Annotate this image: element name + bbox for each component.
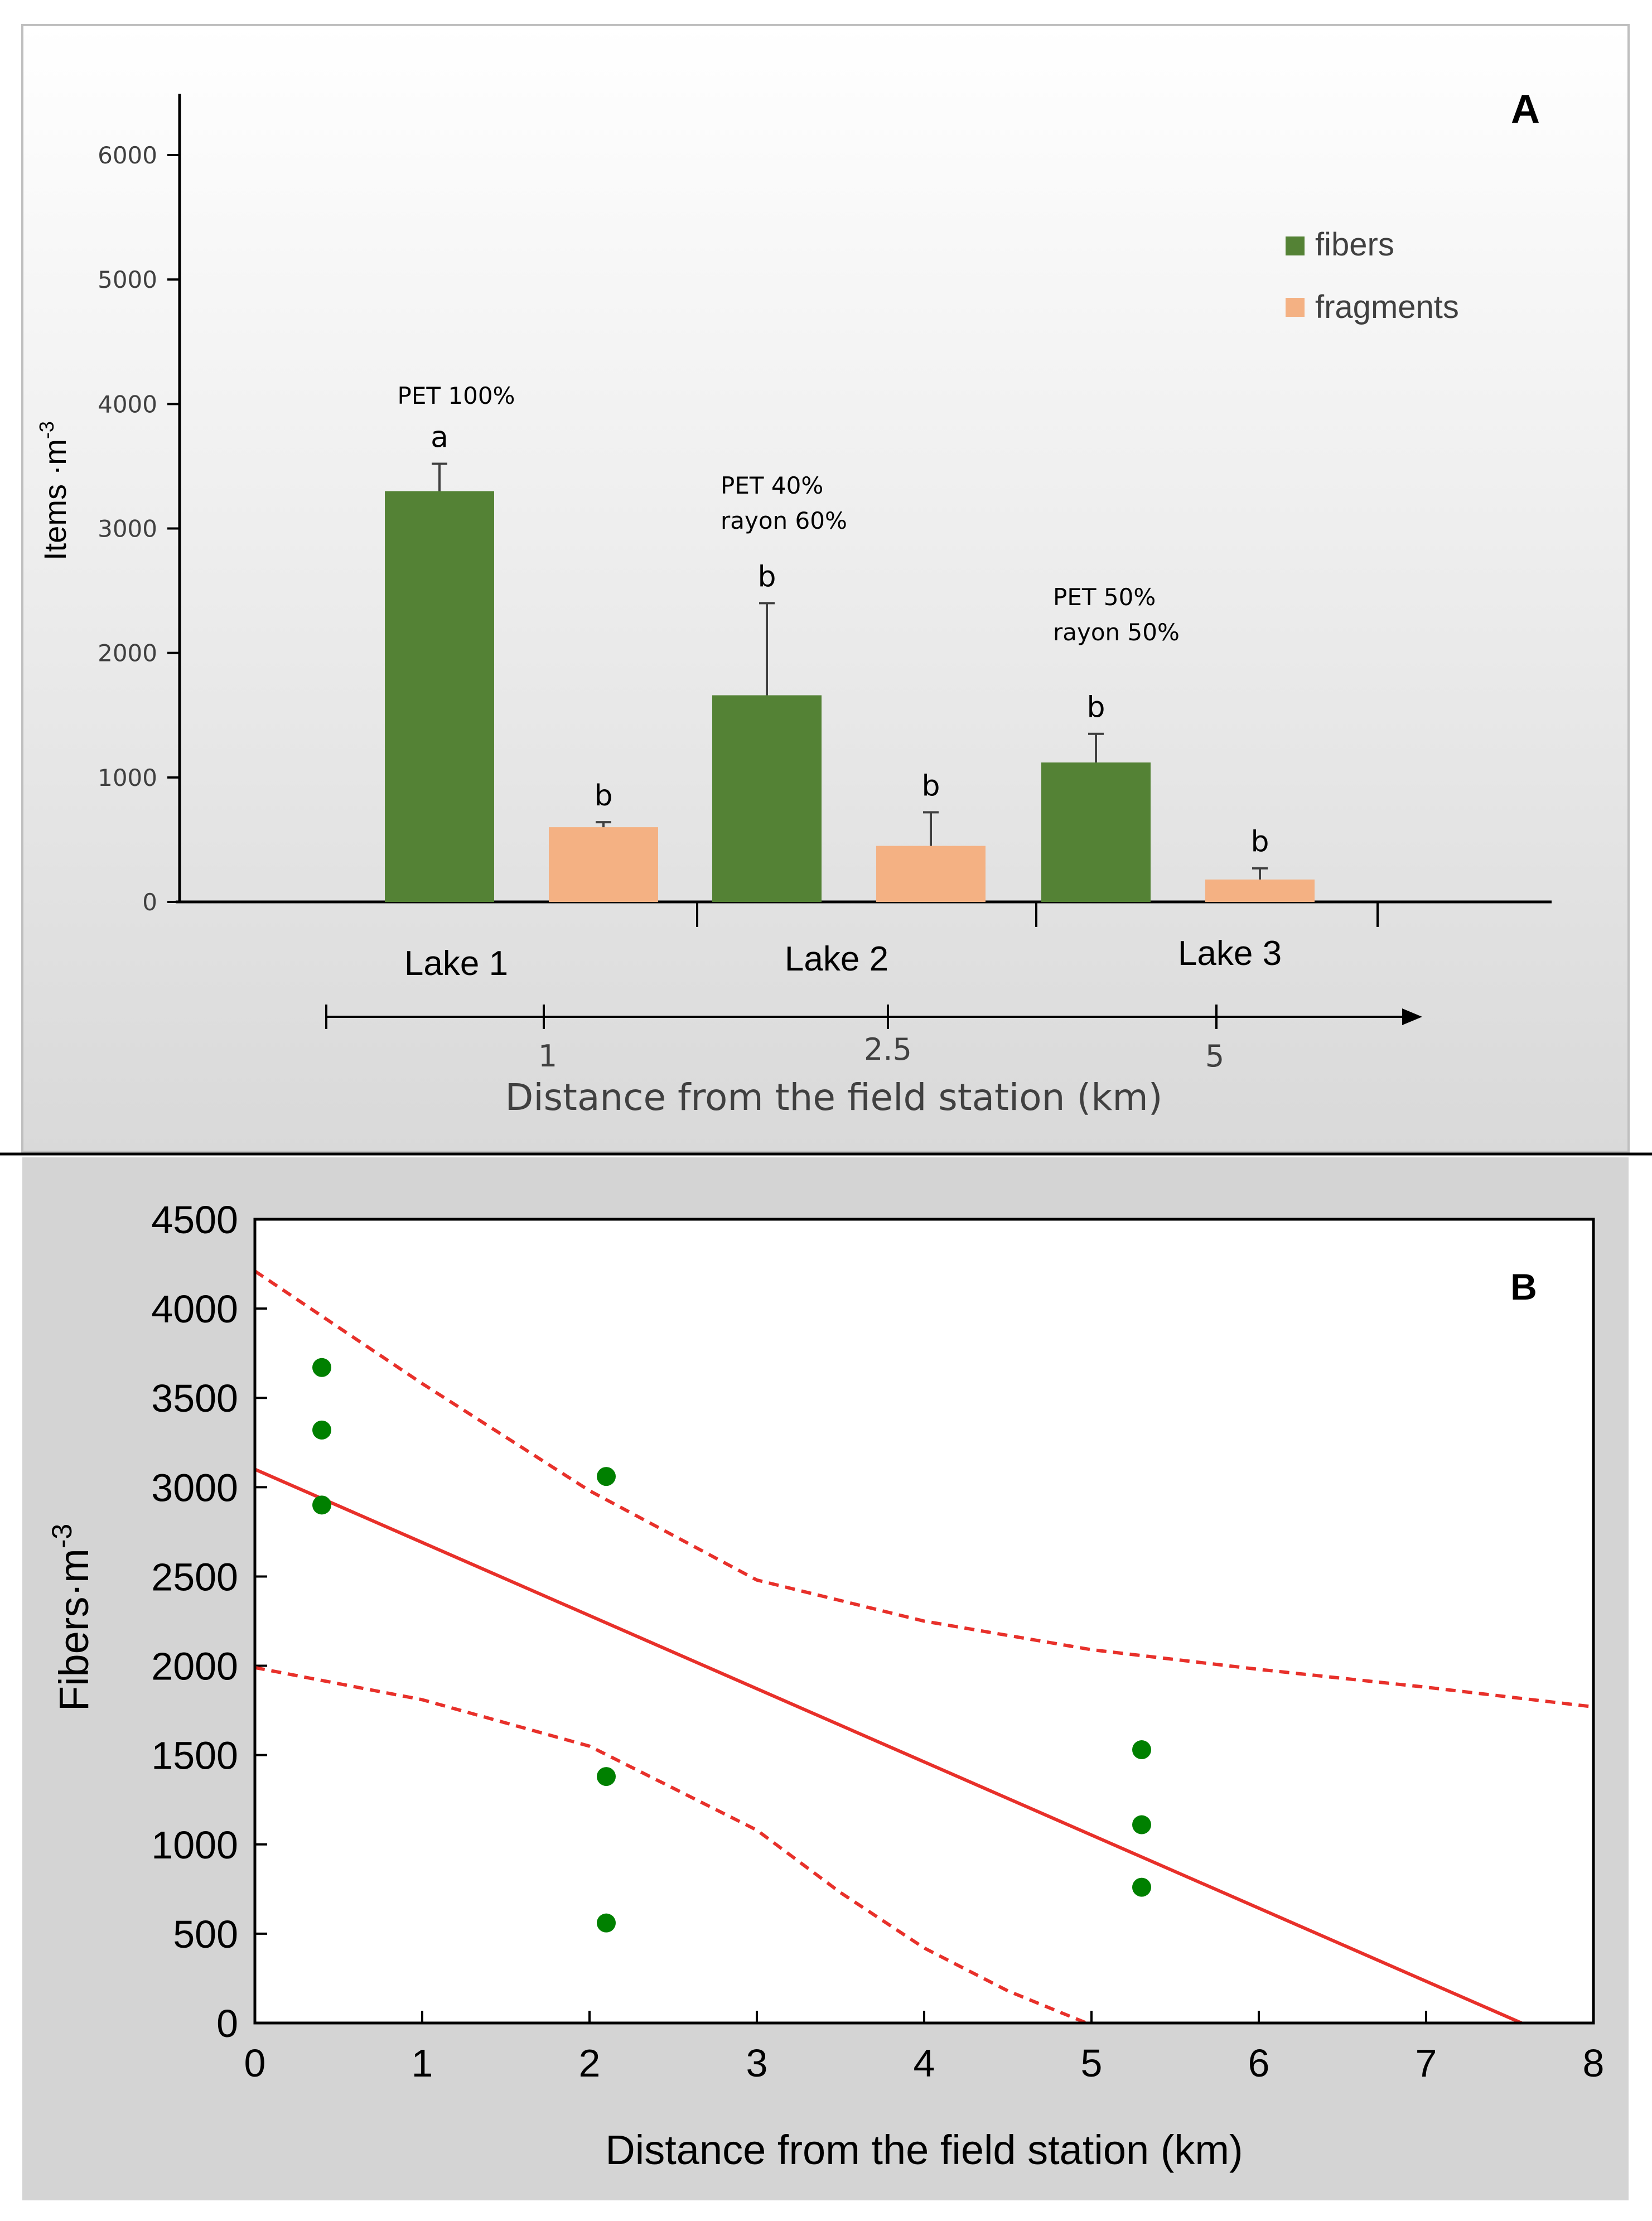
y-axis-tick-label: 5000 (98, 266, 157, 293)
panel-b: 0 1 2 3 4 5 6 7 8 0 500 1000 1500 2000 2500 3000 3500 400… (22, 1157, 1629, 2200)
y-axis-tick-label: 2000 (151, 1645, 238, 1688)
legend-label-fibers: fibers (1315, 226, 1394, 263)
legend-swatch-fibers (1286, 236, 1305, 255)
x-axis-tick-label: 5 (1081, 2041, 1103, 2085)
y-axis-tick-label: 6000 (98, 142, 157, 169)
significance-letter: b (1250, 825, 1269, 859)
y-axis-tick-label: 1500 (151, 1734, 238, 1778)
x-axis-tick-label: 4 (914, 2041, 935, 2085)
panel-b-x-axis-label: Distance from the field station (km) (605, 2127, 1243, 2173)
confidence-band-upper (254, 1269, 1594, 1709)
bar-fragments (1205, 879, 1315, 902)
y-axis-tick-label: 4000 (98, 390, 157, 418)
x-axis-tick-label: 3 (746, 2041, 768, 2085)
composition-note-lake-2: rayon 60% (721, 507, 847, 534)
data-point (312, 1420, 331, 1440)
y-axis-tick-label: 1000 (98, 764, 157, 791)
bar-fibers (385, 491, 494, 902)
data-point (1132, 1740, 1151, 1760)
y-axis-tick-label: 2500 (151, 1555, 238, 1599)
composition-note-lake-2: PET 40% (721, 472, 823, 499)
y-axis-tick-label: 500 (173, 1913, 238, 1956)
x-axis-tick-label: 8 (1583, 2041, 1605, 2085)
distance-axis-tick-label: 5 (1205, 1039, 1224, 1074)
composition-note-lake-3: PET 50% (1053, 583, 1156, 611)
legend-label-fragments: fragments (1315, 289, 1459, 325)
data-point (312, 1358, 331, 1377)
data-point (597, 1467, 616, 1486)
x-axis-tick-label: 1 (412, 2041, 433, 2085)
y-axis-tick-label: 0 (216, 2002, 238, 2045)
y-axis-tick-label: 1000 (151, 1823, 238, 1867)
panel-a: 0 1000 2000 3000 4000 5000 6000 a b b b b b Items ·… (21, 24, 1630, 1153)
x-axis-tick-label: 6 (1248, 2041, 1270, 2085)
data-point (1132, 1877, 1151, 1897)
composition-note-lake-1: PET 100% (398, 382, 515, 409)
y-axis-tick-label: 3500 (151, 1377, 238, 1420)
panel-b-label: B (1510, 1266, 1537, 1307)
significance-letter: b (757, 560, 776, 593)
distance-axis-arrowhead (1402, 1008, 1422, 1025)
bar-fibers (712, 695, 822, 902)
significance-letter: b (594, 779, 612, 813)
y-axis-tick-label: 4500 (151, 1198, 238, 1242)
significance-letter: a (431, 421, 448, 454)
regression-line (254, 1467, 1523, 2025)
significance-letter: b (921, 769, 940, 803)
significance-letter: b (1086, 691, 1105, 725)
bar-fibers (1041, 762, 1151, 902)
distance-axis-tick-label: 2.5 (864, 1032, 912, 1067)
data-point (597, 1767, 616, 1787)
y-axis-tick-label: 4000 (151, 1287, 238, 1331)
category-label-lake-3: Lake 3 (1178, 934, 1282, 973)
y-axis-tick-label: 0 (142, 889, 157, 916)
bar-fragments (549, 827, 658, 902)
y-axis-tick-label: 3000 (98, 515, 157, 543)
legend-swatch-fragments (1286, 298, 1305, 317)
data-point (597, 1913, 616, 1933)
x-axis-tick-label: 2 (579, 2041, 601, 2085)
panel-a-y-axis-label: Items ·m-3 (35, 421, 73, 561)
x-axis-tick-label: 7 (1416, 2041, 1437, 2085)
distance-axis-title: Distance from the field station (km) (505, 1076, 1163, 1119)
panel-a-label: A (1511, 87, 1540, 132)
y-axis-tick-label: 3000 (151, 1466, 238, 1509)
bar-fragments (876, 846, 986, 902)
panel-a-background (21, 24, 1630, 1153)
category-label-lake-2: Lake 2 (785, 940, 888, 978)
distance-axis-tick-label: 1 (538, 1039, 557, 1074)
data-point (312, 1495, 331, 1515)
panel-b-y-axis-label: Fibers·m-3 (46, 1524, 97, 1711)
y-axis-tick-label: 2000 (98, 640, 157, 667)
category-label-lake-1: Lake 1 (404, 944, 508, 983)
composition-note-lake-3: rayon 50% (1053, 619, 1180, 646)
panel-b-plot-frame (253, 1218, 1595, 2025)
data-point (1132, 1815, 1151, 1834)
x-axis-tick-label: 0 (244, 2041, 266, 2085)
